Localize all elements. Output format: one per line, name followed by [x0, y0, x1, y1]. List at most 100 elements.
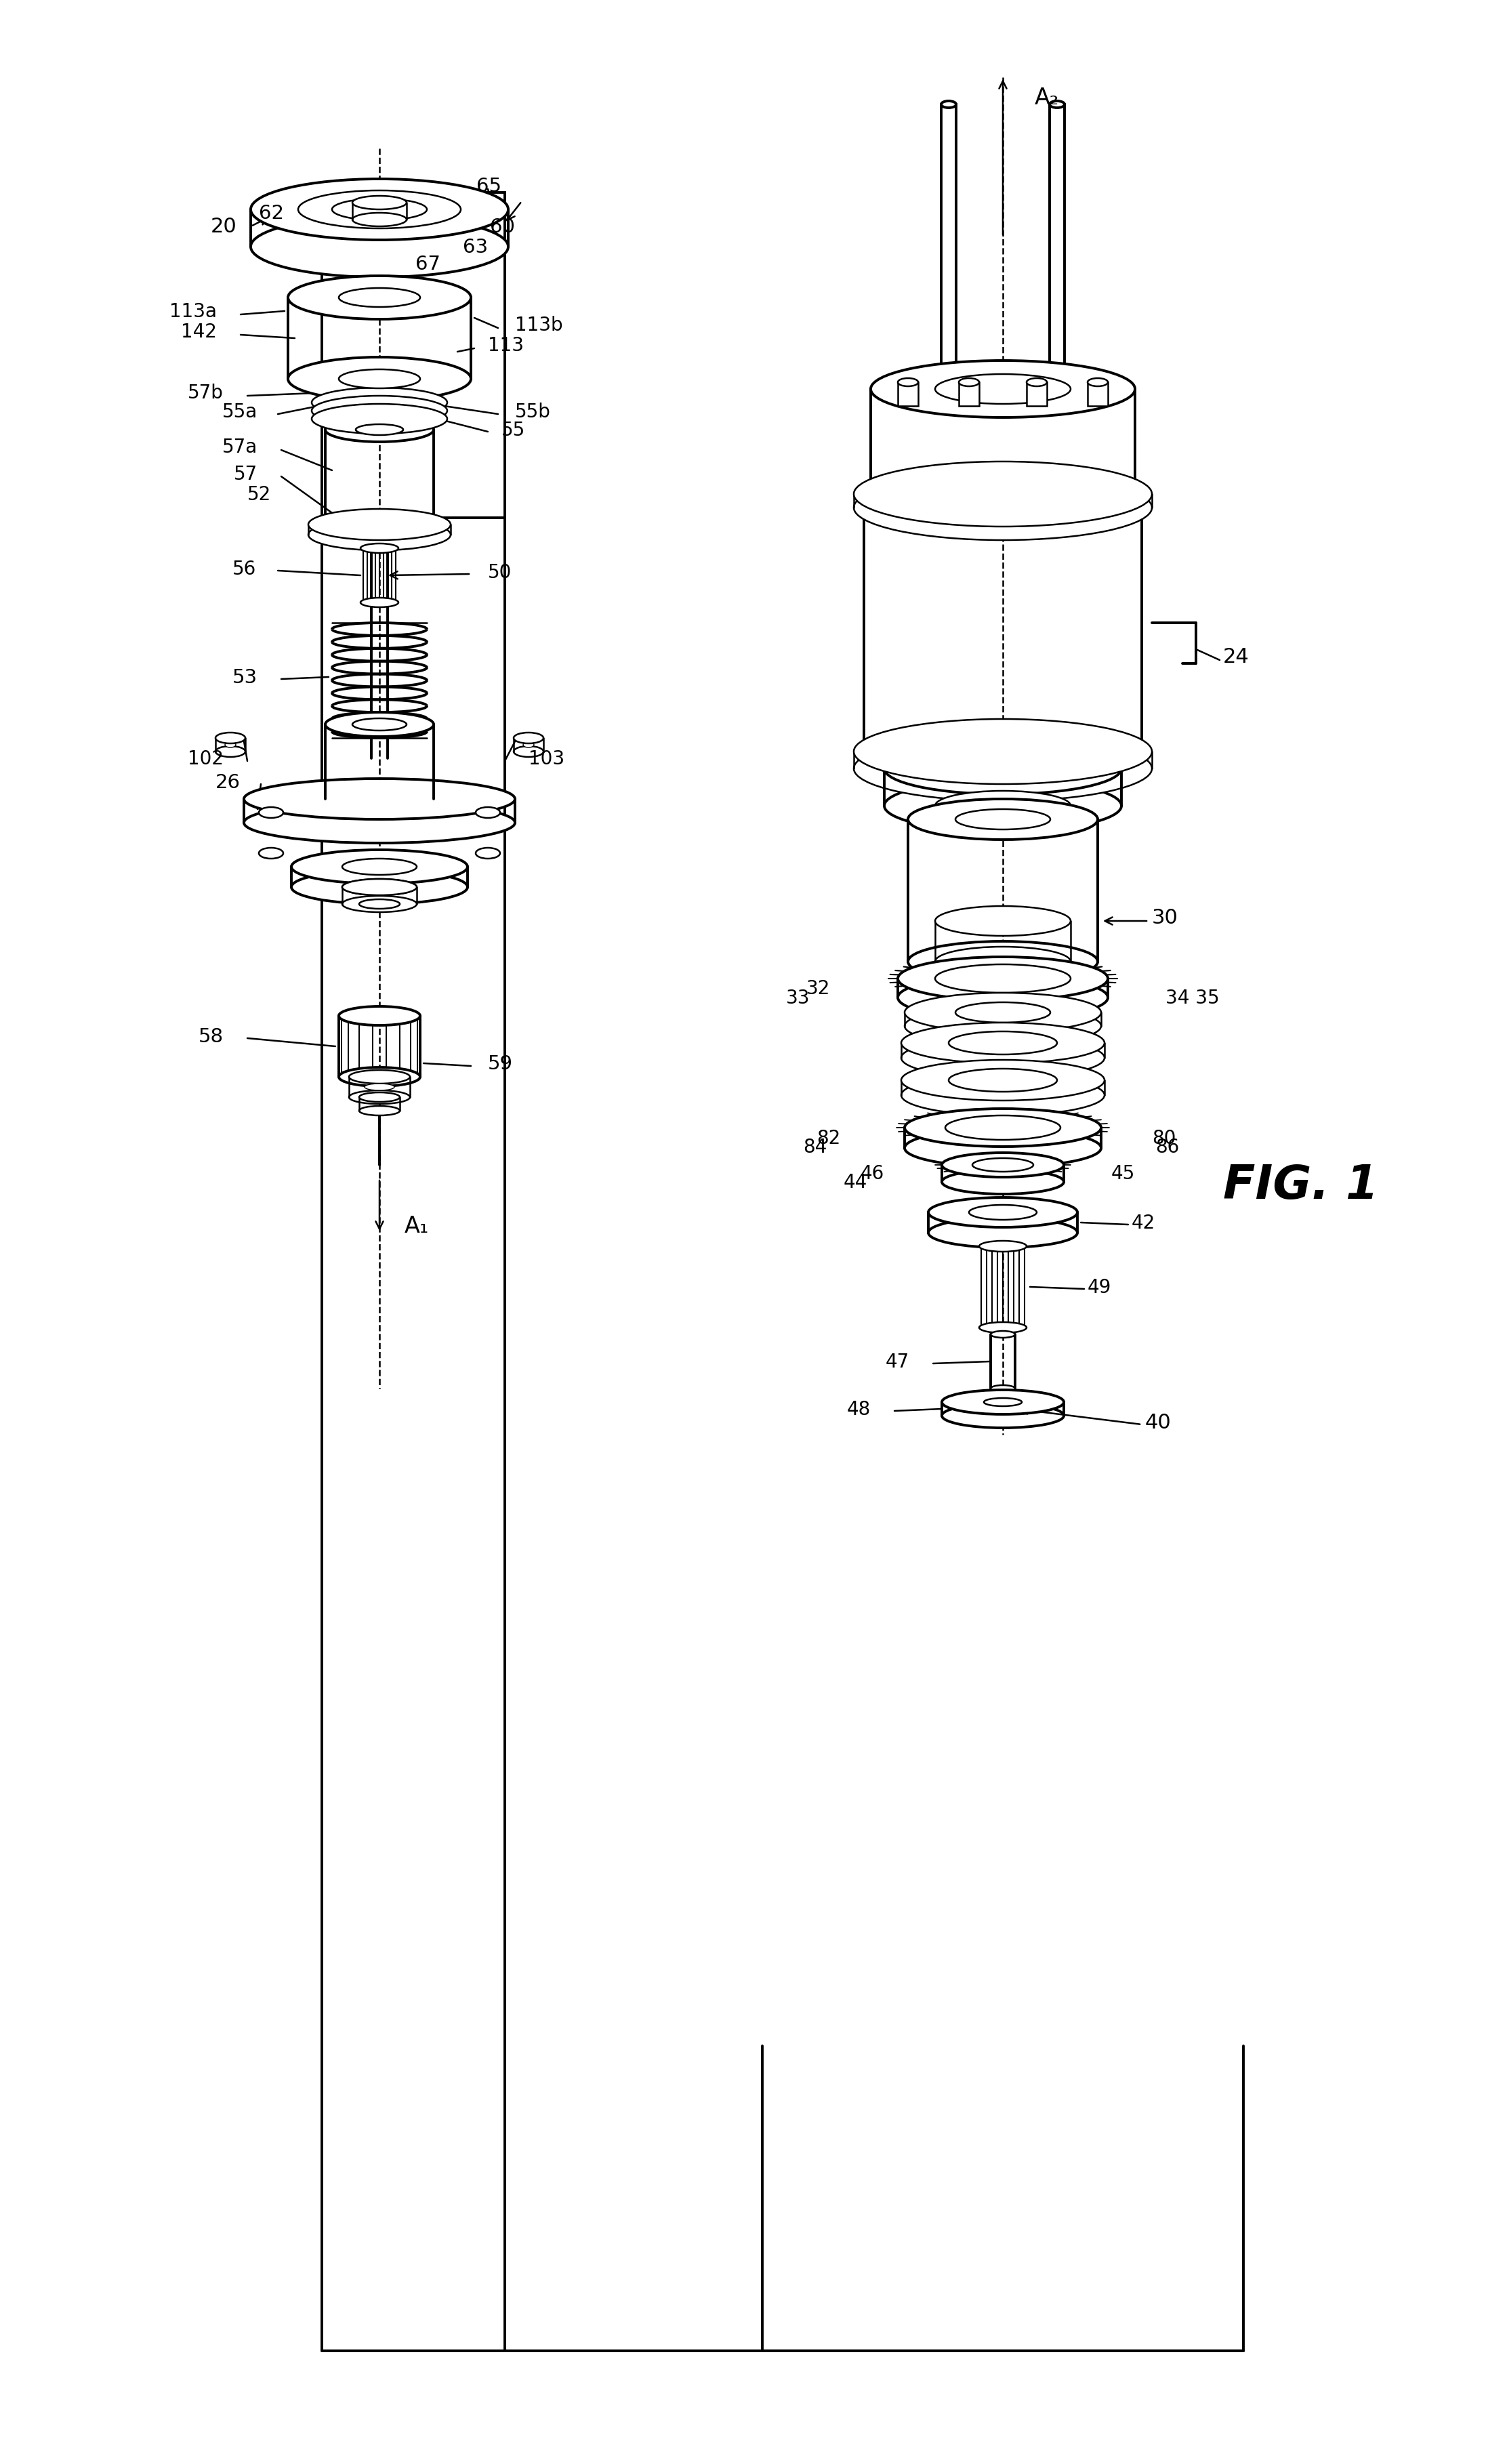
Text: 56: 56	[232, 559, 256, 579]
Ellipse shape	[972, 1158, 1034, 1173]
Text: 65: 65	[476, 177, 502, 195]
Ellipse shape	[350, 1092, 410, 1104]
Ellipse shape	[942, 387, 955, 392]
Ellipse shape	[958, 379, 980, 387]
Bar	[1026, 382, 1047, 407]
Text: 113a: 113a	[169, 303, 217, 320]
Ellipse shape	[909, 798, 1097, 840]
Ellipse shape	[990, 1385, 1016, 1392]
Text: 59: 59	[488, 1055, 512, 1074]
Ellipse shape	[904, 1109, 1102, 1146]
Ellipse shape	[936, 966, 1070, 993]
Ellipse shape	[928, 1217, 1078, 1247]
Ellipse shape	[353, 197, 407, 209]
Ellipse shape	[365, 1084, 395, 1092]
Text: 52: 52	[247, 485, 271, 505]
Bar	[942, 106, 955, 389]
Ellipse shape	[342, 860, 417, 875]
Text: 49: 49	[1088, 1279, 1112, 1296]
Text: 58: 58	[199, 1027, 223, 1047]
Bar	[1088, 382, 1108, 407]
Ellipse shape	[948, 1032, 1056, 1055]
Ellipse shape	[909, 941, 1097, 983]
Ellipse shape	[1049, 387, 1064, 392]
Text: 142: 142	[181, 323, 217, 342]
Ellipse shape	[298, 192, 461, 229]
Ellipse shape	[942, 101, 955, 108]
Ellipse shape	[291, 870, 467, 904]
Ellipse shape	[885, 744, 1121, 796]
Ellipse shape	[898, 958, 1108, 1000]
Ellipse shape	[945, 1116, 1061, 1141]
Text: 67: 67	[416, 254, 440, 274]
Text: 44: 44	[844, 1173, 868, 1193]
Ellipse shape	[864, 463, 1142, 525]
Text: 55: 55	[502, 421, 526, 439]
Ellipse shape	[288, 276, 472, 320]
Text: 82: 82	[817, 1129, 841, 1148]
Ellipse shape	[969, 1205, 1037, 1220]
Ellipse shape	[353, 719, 407, 732]
Text: 57: 57	[234, 466, 258, 483]
Text: 80: 80	[1151, 1129, 1175, 1148]
Text: 30: 30	[1151, 909, 1178, 929]
Ellipse shape	[1049, 101, 1064, 108]
Ellipse shape	[942, 1170, 1064, 1195]
Ellipse shape	[928, 1198, 1078, 1227]
Ellipse shape	[942, 480, 1064, 508]
Bar	[1049, 106, 1064, 389]
Text: FIG. 1: FIG. 1	[1224, 1163, 1379, 1207]
Ellipse shape	[326, 419, 434, 444]
Ellipse shape	[984, 1400, 1022, 1407]
Ellipse shape	[904, 993, 1102, 1032]
Text: 34 35: 34 35	[1165, 988, 1219, 1008]
Text: 48: 48	[847, 1400, 871, 1419]
Text: 32: 32	[806, 978, 830, 998]
Ellipse shape	[356, 424, 404, 436]
Ellipse shape	[1026, 379, 1047, 387]
Ellipse shape	[1088, 379, 1108, 387]
Ellipse shape	[312, 397, 448, 426]
Text: 24: 24	[1224, 648, 1249, 668]
Ellipse shape	[901, 1037, 1105, 1079]
Ellipse shape	[942, 1153, 1064, 1178]
Ellipse shape	[359, 1092, 399, 1101]
Bar	[322, 192, 505, 517]
Ellipse shape	[936, 946, 1070, 976]
Ellipse shape	[250, 217, 508, 278]
Ellipse shape	[309, 520, 451, 552]
Text: 55b: 55b	[515, 402, 552, 421]
Ellipse shape	[936, 375, 1070, 404]
Ellipse shape	[476, 848, 500, 860]
Ellipse shape	[312, 404, 448, 434]
Text: 55a: 55a	[222, 402, 258, 421]
Text: 62: 62	[259, 205, 283, 222]
Bar	[871, 389, 1135, 495]
Text: 84: 84	[803, 1138, 827, 1156]
Ellipse shape	[350, 1069, 410, 1084]
Ellipse shape	[901, 1060, 1105, 1101]
Ellipse shape	[514, 732, 544, 744]
Ellipse shape	[309, 510, 451, 540]
Text: A₁: A₁	[404, 1215, 429, 1237]
Ellipse shape	[250, 180, 508, 241]
Ellipse shape	[342, 897, 417, 912]
Ellipse shape	[980, 1242, 1026, 1252]
Ellipse shape	[871, 362, 1135, 419]
Text: 33: 33	[785, 988, 809, 1008]
Ellipse shape	[326, 712, 434, 737]
Text: 46: 46	[860, 1163, 885, 1183]
Text: 53: 53	[232, 668, 258, 687]
Text: 103: 103	[529, 749, 565, 769]
Text: 20: 20	[211, 217, 237, 237]
Ellipse shape	[332, 200, 426, 222]
Text: 47: 47	[886, 1353, 909, 1372]
Ellipse shape	[291, 850, 467, 885]
Ellipse shape	[216, 732, 246, 744]
Ellipse shape	[523, 742, 533, 749]
Ellipse shape	[898, 379, 918, 387]
Ellipse shape	[360, 599, 398, 609]
Ellipse shape	[901, 1074, 1105, 1116]
Ellipse shape	[980, 1323, 1026, 1333]
Text: 26: 26	[216, 774, 241, 791]
